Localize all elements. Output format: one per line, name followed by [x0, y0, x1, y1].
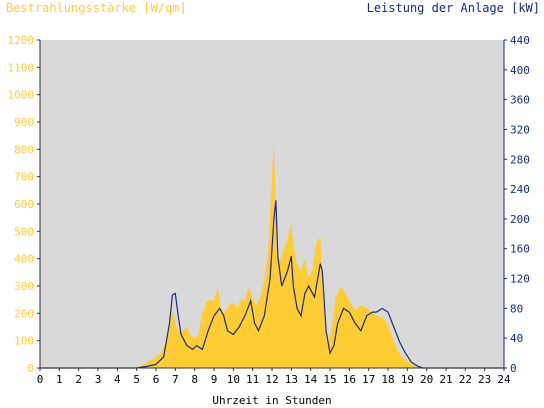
x-tick-label: 5 — [133, 373, 140, 386]
left-y-tick-label: 800 — [14, 143, 34, 156]
right-y-tick-label: 160 — [510, 243, 530, 256]
right-y-tick-label: 200 — [510, 213, 530, 226]
left-y-tick-labels: 0 100 200 300 400 500 600 700 800 900 1000 1100 1200 — [8, 34, 40, 375]
x-tick-label: 17 — [362, 373, 375, 386]
power-line — [40, 200, 504, 369]
left-axis-title: Bestrahlungsstärke [W/qm] — [6, 1, 187, 15]
right-y-tick-labels: 0 40 80 120 160 200 240 280 320 360 400 440 — [504, 34, 530, 375]
x-tick-label: 14 — [304, 373, 318, 386]
left-y-tick-label: 1000 — [8, 89, 35, 102]
x-tick-label: 6 — [153, 373, 160, 386]
right-y-tick-label: 120 — [510, 273, 530, 286]
right-y-tick-label: 280 — [510, 153, 530, 166]
x-tick-label: 12 — [265, 373, 278, 386]
left-y-tick-label: 600 — [14, 198, 34, 211]
x-tick-label: 0 — [37, 373, 44, 386]
left-y-tick-label: 900 — [14, 116, 34, 129]
right-y-tick-label: 440 — [510, 34, 530, 47]
x-tick-label: 11 — [246, 373, 259, 386]
left-y-tick-label: 700 — [14, 171, 34, 184]
left-y-tick-label: 200 — [14, 307, 34, 320]
x-tick-label: 16 — [343, 373, 356, 386]
x-tick-label: 23 — [478, 373, 491, 386]
right-axis-title: Leistung der Anlage [kW] — [366, 1, 540, 15]
left-y-tick-label: 300 — [14, 280, 34, 293]
right-y-tick-label: 80 — [510, 302, 523, 315]
x-tick-label: 7 — [172, 373, 179, 386]
right-y-tick-label: 320 — [510, 123, 530, 136]
x-tick-label: 24 — [497, 373, 511, 386]
x-tick-label: 20 — [420, 373, 433, 386]
x-tick-label: 9 — [211, 373, 218, 386]
right-y-tick-label: 240 — [510, 183, 530, 196]
x-tick-label: 1 — [56, 373, 63, 386]
x-tick-label: 4 — [114, 373, 121, 386]
x-tick-label: 10 — [227, 373, 240, 386]
x-axis-label: Uhrzeit in Stunden — [212, 394, 331, 407]
right-y-tick-label: 0 — [510, 362, 517, 375]
x-tick-label: 2 — [75, 373, 82, 386]
x-tick-label: 19 — [401, 373, 414, 386]
left-y-tick-label: 0 — [27, 362, 34, 375]
x-tick-label: 3 — [95, 373, 102, 386]
x-tick-label: 15 — [323, 373, 336, 386]
left-y-tick-label: 400 — [14, 253, 34, 266]
x-tick-labels: 0 1 2 3 4 5 6 7 8 9 10 11 12 13 14 15 16 17 18 19 20 21 22 23 24 — [37, 368, 511, 386]
x-tick-label: 21 — [439, 373, 452, 386]
left-y-tick-label: 500 — [14, 225, 34, 238]
x-tick-label: 13 — [285, 373, 298, 386]
left-y-tick-label: 1100 — [8, 61, 35, 74]
right-y-tick-label: 400 — [510, 64, 530, 77]
left-y-tick-label: 100 — [14, 335, 34, 348]
right-y-tick-label: 40 — [510, 332, 523, 345]
right-y-tick-label: 360 — [510, 94, 530, 107]
x-tick-label: 8 — [191, 373, 198, 386]
x-tick-label: 22 — [459, 373, 472, 386]
x-tick-label: 18 — [381, 373, 394, 386]
left-y-tick-label: 1200 — [8, 34, 35, 47]
